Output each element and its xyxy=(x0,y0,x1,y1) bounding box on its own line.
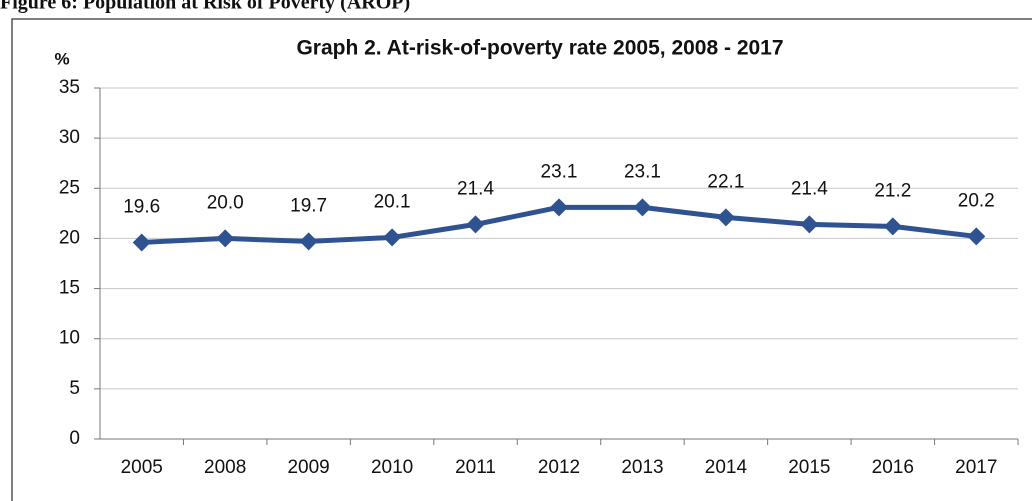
data-label: 21.4 xyxy=(457,178,494,199)
x-tick-label: 2013 xyxy=(621,457,663,478)
x-tick-label: 2015 xyxy=(788,457,830,478)
data-label: 21.2 xyxy=(874,180,911,201)
data-label: 23.1 xyxy=(541,161,578,182)
chart-frame xyxy=(11,18,1032,501)
point-marker xyxy=(716,208,735,227)
figure-header: Figure 6: Population at Risk of Poverty … xyxy=(0,0,410,14)
data-label: 20.2 xyxy=(958,190,995,211)
data-label: 20.1 xyxy=(374,191,411,212)
data-label: 19.6 xyxy=(123,196,160,217)
y-tick-label: 25 xyxy=(59,177,80,198)
x-tick-label: 2012 xyxy=(538,457,580,478)
point-marker xyxy=(466,215,485,234)
chart-title: Graph 2. At-risk-of-poverty rate 2005, 2… xyxy=(296,37,783,60)
y-tick-label: 0 xyxy=(69,428,80,449)
data-label: 19.7 xyxy=(290,195,327,216)
x-tick-label: 2009 xyxy=(287,457,329,478)
point-marker xyxy=(883,217,902,236)
x-tick-label: 2005 xyxy=(121,457,163,478)
x-tick-label: 2011 xyxy=(455,457,496,478)
x-tick-label: 2014 xyxy=(705,457,748,478)
point-marker xyxy=(299,232,318,251)
x-tick-label: 2008 xyxy=(204,457,246,478)
data-label: 20.0 xyxy=(207,192,244,213)
y-tick-label: 10 xyxy=(59,328,80,349)
x-tick-label: 2017 xyxy=(955,457,997,478)
data-label: 23.1 xyxy=(624,161,661,182)
x-tick-label: 2016 xyxy=(872,457,914,478)
point-marker xyxy=(216,229,235,248)
y-tick-label: 15 xyxy=(59,278,80,299)
y-tick-label: 20 xyxy=(59,227,80,248)
y-tick-label: 35 xyxy=(59,77,80,98)
point-marker xyxy=(132,233,151,252)
y-tick-label: 30 xyxy=(59,127,80,148)
x-tick-label: 2010 xyxy=(371,457,413,478)
point-marker xyxy=(633,198,652,217)
data-label: 22.1 xyxy=(707,171,744,192)
data-label: 21.4 xyxy=(791,178,828,199)
y-axis-label: % xyxy=(54,49,69,68)
point-marker xyxy=(800,215,819,234)
point-marker xyxy=(383,228,402,247)
point-marker xyxy=(967,227,986,246)
point-marker xyxy=(550,198,568,217)
y-tick-label: 5 xyxy=(69,378,80,399)
